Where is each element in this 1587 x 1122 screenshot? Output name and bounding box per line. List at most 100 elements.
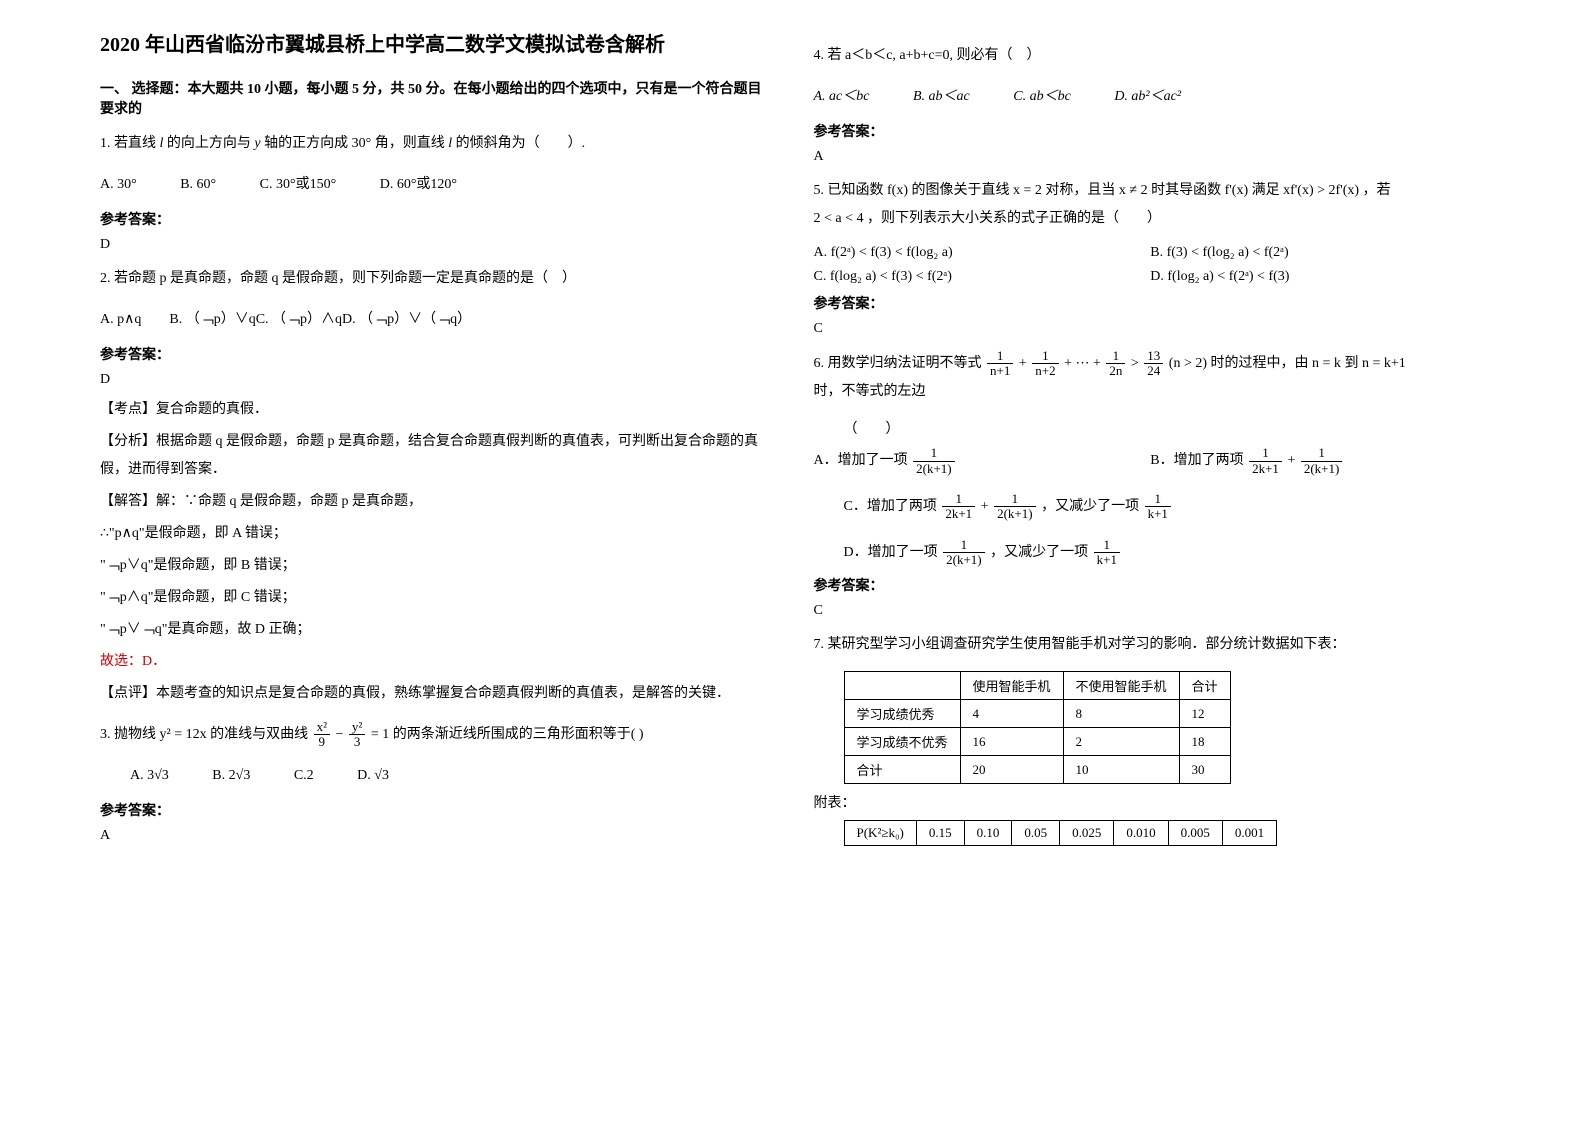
cell: 0.05: [1012, 821, 1060, 846]
cell: 18: [1179, 728, 1230, 756]
q1-text: 角，则直线: [375, 136, 445, 151]
q6-frac: 12(k+1): [1301, 446, 1343, 476]
q1-text: 的向上方向与: [167, 136, 251, 151]
q5-xne2: x ≠ 2: [1119, 183, 1148, 198]
q1-text: 1. 若直线: [100, 136, 156, 151]
q2-analysis: ∴"p∧q"是假命题，即 A 错误；: [100, 520, 774, 548]
q5-fpx: f'(x): [1225, 183, 1249, 198]
q1-text: 轴的正方向成: [264, 136, 348, 151]
q2-analysis: "﹁p∨q"是假命题，即 B 错误；: [100, 552, 774, 580]
q6-opt-b-text: B．增加了两项: [1150, 453, 1243, 468]
q4-answer: A: [814, 149, 1488, 165]
frac-den: 9: [314, 735, 330, 749]
question-2: 2. 若命题 p 是真命题，命题 q 是假命题，则下列命题一定是真命题的是（ ）: [100, 265, 774, 293]
table-row: 使用智能手机 不使用智能手机 合计: [844, 672, 1230, 700]
q5-answer: C: [814, 321, 1488, 337]
q1-opt-d: D. 60°或120°: [380, 177, 457, 192]
q5-range: 2 < a < 4: [814, 211, 864, 226]
cell: 20: [960, 756, 1063, 784]
cell: 使用智能手机: [960, 672, 1063, 700]
q1-var-y: y: [254, 136, 260, 151]
q3-frac2: y² 3: [349, 720, 365, 750]
q6-cond: (n > 2): [1169, 356, 1207, 371]
q4-opt-c: C. ab＜bc: [1013, 89, 1071, 104]
q5-opt-a: f(2ᵃ) < f(3) < f(log₂ a): [831, 245, 953, 260]
cell: 0.005: [1168, 821, 1222, 846]
q2-answer: D: [100, 372, 774, 388]
question-3: 3. 抛物线 y² = 12x 的准线与双曲线 x² 9 − y² 3 = 1 …: [100, 720, 774, 750]
cell: 0.025: [1060, 821, 1114, 846]
q3-text: 的准线与双曲线: [210, 727, 308, 742]
answer-label: 参考答案：: [100, 800, 774, 820]
q2-analysis: "﹁p∨﹁q"是真命题，故 D 正确；: [100, 616, 774, 644]
q6-options-row1: A．增加了一项 12(k+1) B．增加了两项 12k+1 + 12(k+1): [814, 446, 1488, 476]
cell: 学习成绩不优秀: [844, 728, 960, 756]
q5-opt-c: f(log₂ a) < f(3) < f(2ᵃ): [830, 269, 952, 284]
q6-opt-a-text: A．增加了一项: [814, 453, 908, 468]
q5-text: 的图像关于直线: [912, 183, 1010, 198]
cell: 0.001: [1222, 821, 1276, 846]
q5-opt-d: f(log₂ a) < f(2ᵃ) < f(3): [1167, 269, 1289, 284]
cell: 12: [1179, 700, 1230, 728]
table-row: 学习成绩不优秀 16 2 18: [844, 728, 1230, 756]
cell: 0.010: [1114, 821, 1168, 846]
cell: 合计: [1179, 672, 1230, 700]
q5-text: ，则下列表示大小关系的式子正确的是（ ）: [867, 211, 1161, 226]
q6-answer: C: [814, 603, 1488, 619]
q2-analysis: 【点评】本题考查的知识点是复合命题的真假，熟练掌握复合命题真假判断的真值表，是解…: [100, 680, 774, 708]
q3-opt-a: A. 3√3: [130, 768, 169, 783]
q5-text: 5. 已知函数: [814, 183, 884, 198]
q1-angle: 30°: [352, 136, 372, 151]
q1-opt-b: B. 60°: [180, 177, 216, 192]
q2-analysis: "﹁p∧q"是假命题，即 C 错误；: [100, 584, 774, 612]
table-row: 合计 20 10 30: [844, 756, 1230, 784]
q6-to: 到: [1344, 356, 1358, 371]
q7-table2: P(K²≥k₀) 0.15 0.10 0.05 0.025 0.010 0.00…: [844, 820, 1278, 846]
answer-label: 参考答案：: [814, 293, 1488, 313]
cell: [844, 672, 960, 700]
q6-opt-c: C．增加了两项 12k+1 + 12(k+1) ，又减少了一项 1k+1: [844, 492, 1488, 522]
q5-xeq2: x = 2: [1013, 183, 1042, 198]
q6-frac: 1324: [1144, 349, 1163, 379]
q6-dots: + ⋯ +: [1064, 356, 1101, 371]
frac-num: y²: [349, 720, 365, 735]
q6-frac: 1k+1: [1094, 538, 1120, 568]
q6-opt-d: D．增加了一项 12(k+1) ，又减少了一项 1k+1: [844, 538, 1488, 568]
q2-options: A. p∧q B. （﹁p）∨qC. （﹁p）∧qD. （﹁p）∨（﹁q）: [100, 305, 774, 336]
question-1: 1. 若直线 l 的向上方向与 y 轴的正方向成 30° 角，则直线 l 的倾斜…: [100, 130, 774, 158]
q4-opt-b: B. ab＜ac: [913, 89, 970, 104]
q6-gt: >: [1131, 356, 1139, 371]
q2-analysis-answer: 故选：D．: [100, 648, 774, 676]
q3-frac1: x² 9: [314, 720, 330, 750]
q6-opt-d-text: D．增加了一项: [844, 545, 938, 560]
q5-opt-b: f(3) < f(log₂ a) < f(2ᵃ): [1167, 245, 1289, 260]
q2-analysis: 【分析】根据命题 q 是假命题，命题 p 是真命题，结合复合命题真假判断的真值表…: [100, 428, 774, 484]
q6-frac: 1n+2: [1032, 349, 1058, 379]
q1-var-l: l: [448, 136, 452, 151]
page-title: 2020 年山西省临汾市翼城县桥上中学高二数学文模拟试卷含解析: [100, 30, 774, 60]
q3-opt-c: C.2: [294, 768, 314, 783]
cell: 不使用智能手机: [1063, 672, 1179, 700]
cell: 2: [1063, 728, 1179, 756]
cell: 学习成绩优秀: [844, 700, 960, 728]
cell: 10: [1063, 756, 1179, 784]
q6-opt-d-mid: ，又减少了一项: [990, 545, 1088, 560]
q6-frac: 1k+1: [1145, 492, 1171, 522]
q5-text: 时其导函数: [1151, 183, 1221, 198]
q5-fx: f(x): [887, 183, 908, 198]
q6-frac: 12k+1: [942, 492, 975, 522]
q6-frac: 12n: [1106, 349, 1125, 379]
q6-paren: （ ）: [844, 418, 1488, 438]
q2-analysis: 【解答】解：∵命题 q 是假命题，命题 p 是真命题，: [100, 488, 774, 516]
left-column: 2020 年山西省临汾市翼城县桥上中学高二数学文模拟试卷含解析 一、 选择题：本…: [80, 30, 794, 1092]
cell: 4: [960, 700, 1063, 728]
q6-opt-c-text: C．增加了两项: [844, 499, 937, 514]
q6-frac: 12k+1: [1249, 446, 1282, 476]
cell: 16: [960, 728, 1063, 756]
q6-text: 6. 用数学归纳法证明不等式: [814, 356, 982, 371]
question-4: 4. 若 a＜b＜c, a+b+c=0, 则必有（ ）: [814, 42, 1488, 70]
question-6: 6. 用数学归纳法证明不等式 1n+1 + 1n+2 + ⋯ + 12n > 1…: [814, 349, 1488, 407]
q6-frac: 12(k+1): [913, 446, 955, 476]
answer-label: 参考答案：: [814, 121, 1488, 141]
answer-label: 参考答案：: [814, 575, 1488, 595]
